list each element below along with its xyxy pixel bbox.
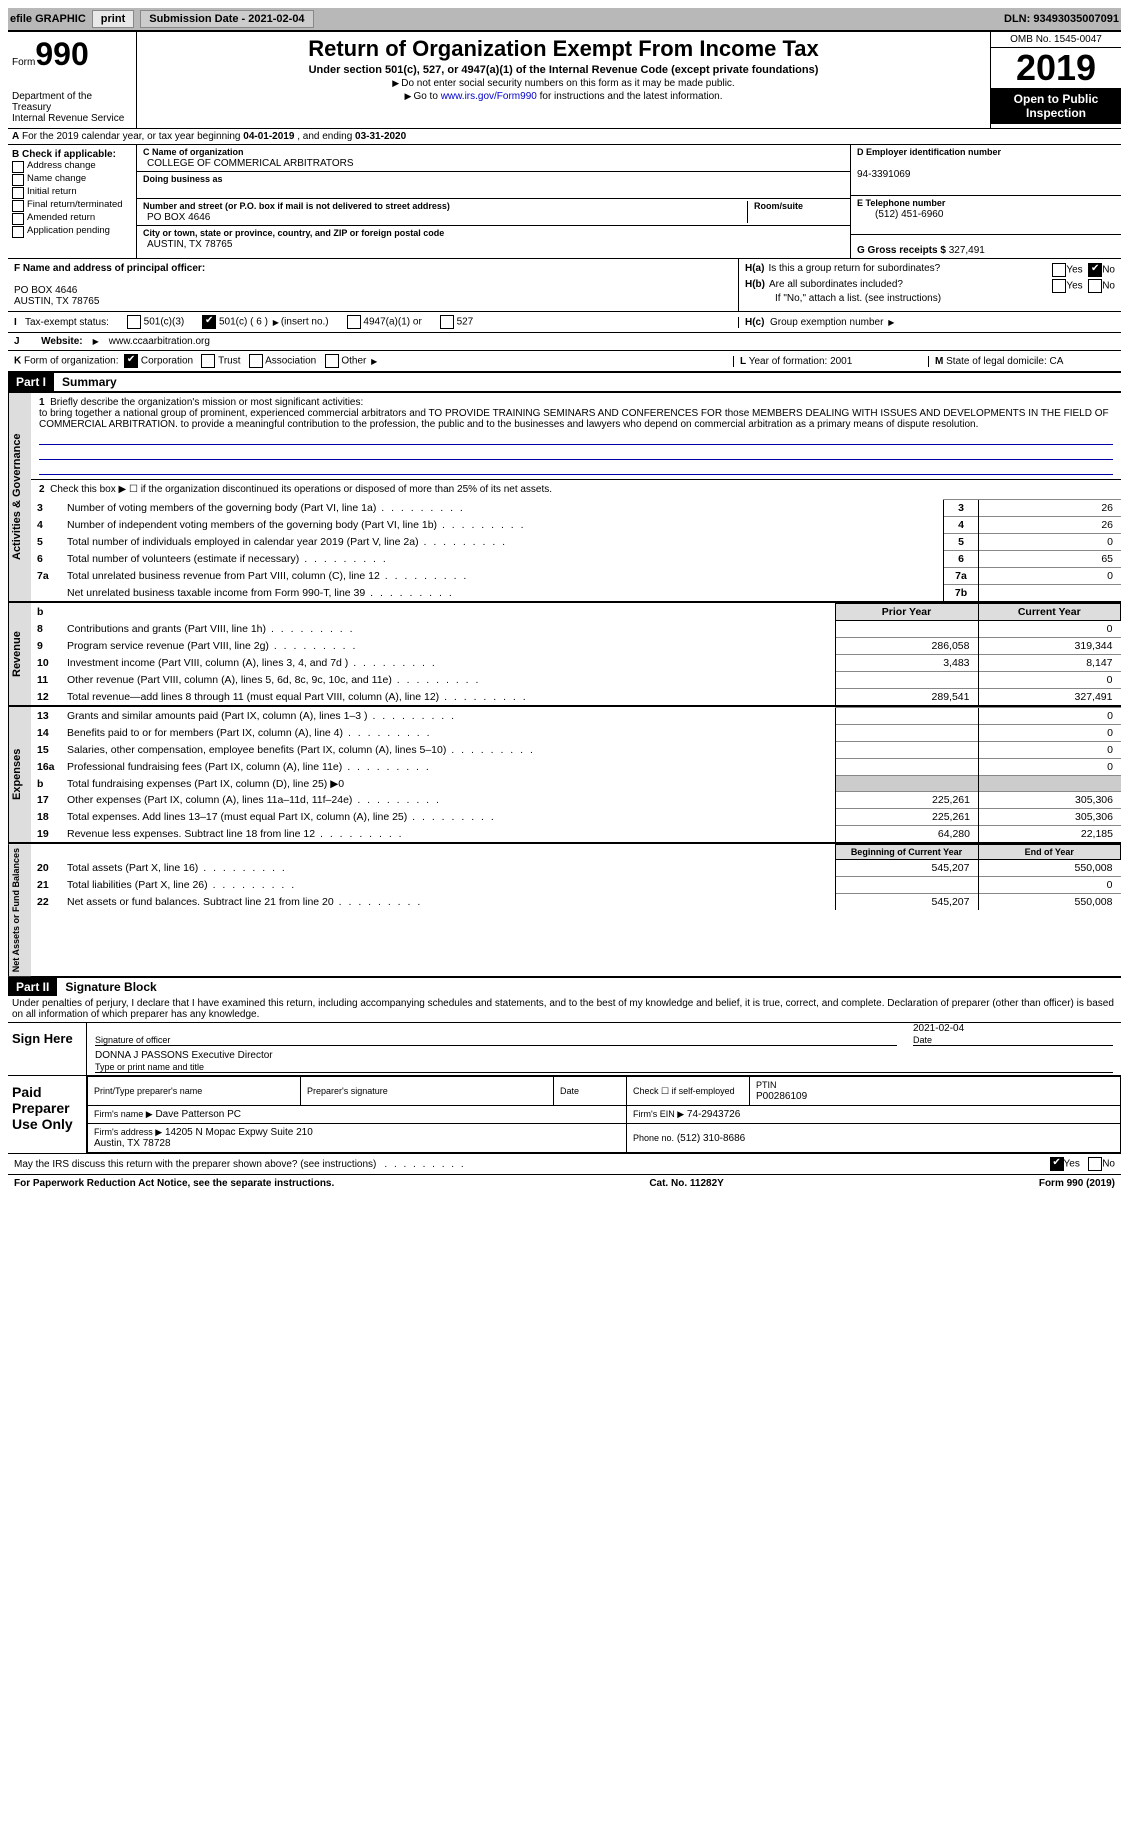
mission-text: to bring together a national group of pr…: [39, 408, 1109, 430]
row-a-tax-year: A For the 2019 calendar year, or tax yea…: [8, 128, 1121, 144]
row-i-tax-status: I Tax-exempt status: 501(c)(3) 501(c) ( …: [8, 311, 1121, 332]
column-b-checkboxes: B Check if applicable: Address changeNam…: [8, 145, 137, 258]
firm-phone: (512) 310-8686: [677, 1133, 745, 1144]
activities-governance-section: Activities & Governance 1 Briefly descri…: [8, 391, 1121, 601]
4947-checkbox[interactable]: [347, 315, 361, 329]
corp-checkbox[interactable]: [124, 354, 138, 368]
discuss-no-checkbox[interactable]: [1088, 1157, 1102, 1171]
check-item[interactable]: Final return/terminated: [12, 200, 132, 212]
firm-name: Dave Patterson PC: [155, 1109, 241, 1120]
net-assets-section: Net Assets or Fund Balances Beginning of…: [8, 842, 1121, 976]
ein: 94-3391069: [857, 169, 910, 180]
net-assets-table: Beginning of Current Year End of Year 20…: [31, 844, 1121, 910]
firm-ein: 74-2943726: [687, 1109, 740, 1120]
form-title: Return of Organization Exempt From Incom…: [145, 36, 982, 62]
hb-yes-checkbox[interactable]: [1052, 279, 1066, 293]
501c-checkbox[interactable]: [202, 315, 216, 329]
row-j-website: J Website: www.ccaarbitration.org: [8, 332, 1121, 350]
omb-number: OMB No. 1545-0047: [991, 32, 1121, 48]
revenue-section: Revenue b Prior Year Current Year 8Contr…: [8, 601, 1121, 705]
sign-here-block: Sign Here Signature of officer 2021-02-0…: [8, 1022, 1121, 1075]
top-bar: efile GRAPHIC print Submission Date - 20…: [8, 8, 1121, 30]
discuss-yes-checkbox[interactable]: [1050, 1157, 1064, 1171]
print-button[interactable]: print: [92, 10, 134, 28]
form-header: Form990 Department of the Treasury Inter…: [8, 30, 1121, 128]
principal-officer: F Name and address of principal officer:…: [8, 259, 739, 311]
signature-date: 2021-02-04 Date: [913, 1025, 1113, 1046]
check-item[interactable]: Initial return: [12, 187, 132, 199]
submission-pill: Submission Date - 2021-02-04: [140, 10, 313, 28]
form-number-box: Form990 Department of the Treasury Inter…: [8, 32, 137, 128]
other-checkbox[interactable]: [325, 354, 339, 368]
org-address: PO BOX 4646: [147, 212, 210, 223]
header-right: OMB No. 1545-0047 2019 Open to Public In…: [990, 32, 1121, 128]
dln: DLN: 93493035007091: [1004, 13, 1119, 25]
expenses-table: 13Grants and similar amounts paid (Part …: [31, 707, 1121, 842]
part-i-header: Part ISummary: [8, 373, 1121, 391]
line-2-checkbox-row: 2 Check this box ▶ ☐ if the organization…: [31, 479, 1121, 499]
may-discuss-row: May the IRS discuss this return with the…: [8, 1153, 1121, 1174]
part-ii-header: Part IISignature Block: [8, 976, 1121, 996]
check-item[interactable]: Amended return: [12, 213, 132, 225]
column-c-org-info: C Name of organization COLLEGE OF COMMER…: [137, 145, 850, 258]
warning-2: Go to www.irs.gov/Form990 for instructio…: [145, 91, 982, 102]
column-de: D Employer identification number 94-3391…: [850, 145, 1121, 258]
mission-box: 1 Briefly describe the organization's mi…: [31, 393, 1121, 479]
officer-name-line: DONNA J PASSONS Executive Director Type …: [95, 1052, 1113, 1073]
expenses-section: Expenses 13Grants and similar amounts pa…: [8, 705, 1121, 842]
row-klm: K Form of organization: Corporation Trus…: [8, 350, 1121, 373]
paid-preparer-block: Paid Preparer Use Only Print/Type prepar…: [8, 1075, 1121, 1153]
open-to-public: Open to Public Inspection: [991, 88, 1121, 124]
check-item[interactable]: Application pending: [12, 226, 132, 238]
gross-receipts: 327,491: [949, 245, 985, 256]
header-center: Return of Organization Exempt From Incom…: [137, 32, 990, 128]
527-checkbox[interactable]: [440, 315, 454, 329]
telephone: (512) 451-6960: [875, 209, 943, 220]
assoc-checkbox[interactable]: [249, 354, 263, 368]
department-label: Department of the Treasury Internal Reve…: [12, 91, 132, 124]
row-fh: F Name and address of principal officer:…: [8, 258, 1121, 311]
trust-checkbox[interactable]: [201, 354, 215, 368]
tax-year: 2019: [991, 48, 1121, 88]
check-item[interactable]: Address change: [12, 161, 132, 173]
instructions-link[interactable]: www.irs.gov/Form990: [441, 91, 537, 102]
ha-no-checkbox[interactable]: [1088, 263, 1102, 277]
revenue-table: b Prior Year Current Year 8Contributions…: [31, 603, 1121, 705]
section-bcde: B Check if applicable: Address changeNam…: [8, 144, 1121, 258]
governance-table: 3Number of voting members of the governi…: [31, 499, 1121, 601]
ptin: P00286109: [756, 1091, 807, 1102]
footer: For Paperwork Reduction Act Notice, see …: [8, 1174, 1121, 1192]
officer-signature-line[interactable]: Signature of officer: [95, 1025, 897, 1046]
group-return-section: H(a) Is this a group return for subordin…: [739, 259, 1121, 311]
check-item[interactable]: Name change: [12, 174, 132, 186]
efile-label: efile GRAPHIC: [10, 13, 86, 25]
hb-no-checkbox[interactable]: [1088, 279, 1102, 293]
ha-yes-checkbox[interactable]: [1052, 263, 1066, 277]
penalty-statement: Under penalties of perjury, I declare th…: [8, 996, 1121, 1022]
website: www.ccaarbitration.org: [109, 336, 210, 347]
preparer-table: Print/Type preparer's name Preparer's si…: [87, 1076, 1121, 1153]
org-city: AUSTIN, TX 78765: [147, 239, 232, 250]
org-name: COLLEGE OF COMMERICAL ARBITRATORS: [147, 158, 354, 169]
501c3-checkbox[interactable]: [127, 315, 141, 329]
warning-1: Do not enter social security numbers on …: [145, 78, 982, 89]
form-subtitle: Under section 501(c), 527, or 4947(a)(1)…: [145, 64, 982, 76]
